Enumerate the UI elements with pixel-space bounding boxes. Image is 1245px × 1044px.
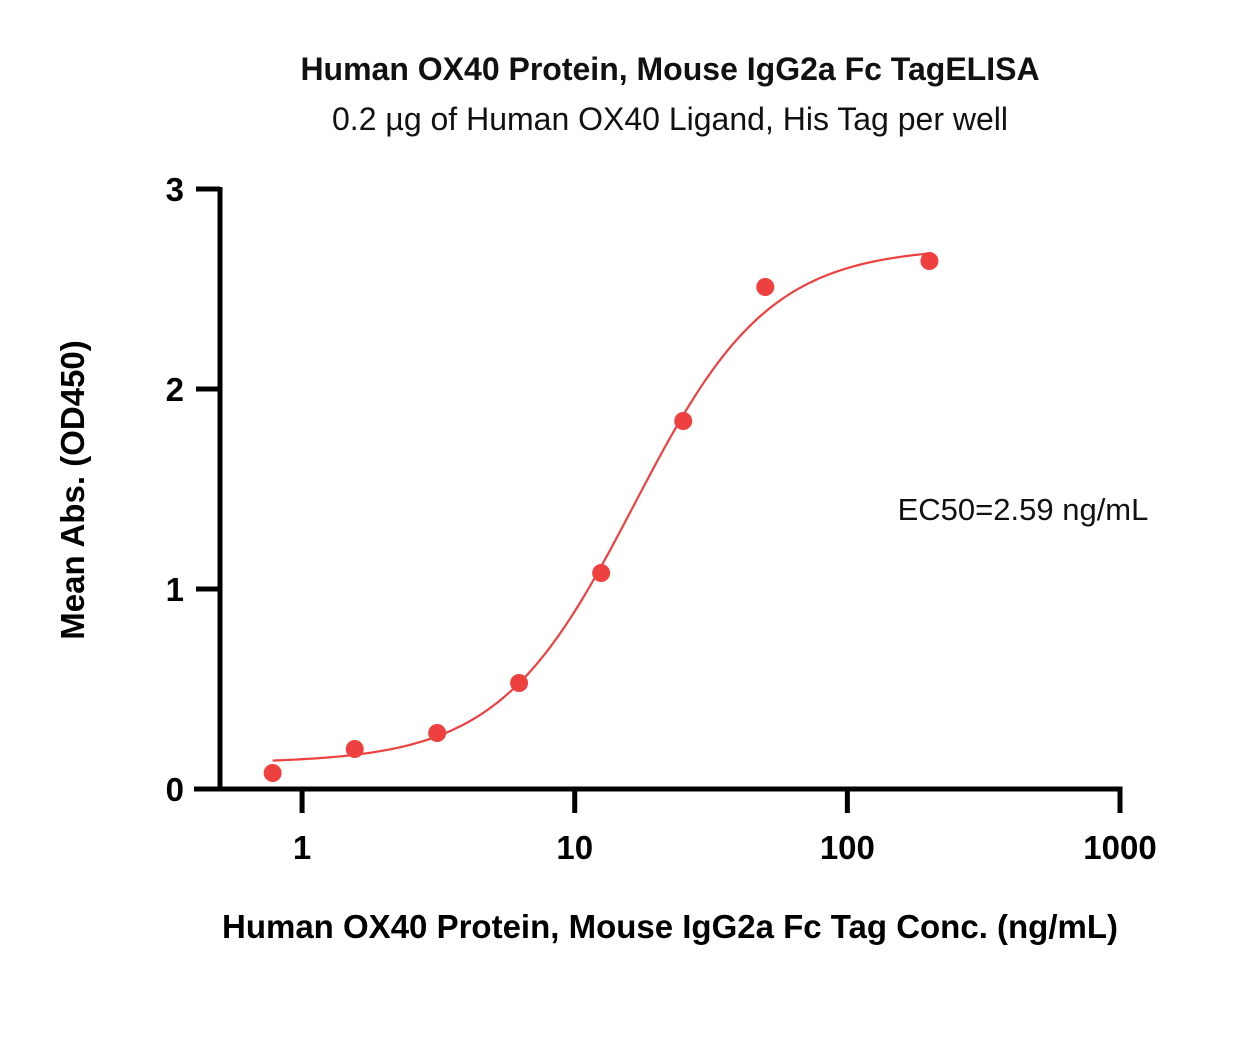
y-tick-label: 1	[166, 571, 184, 608]
fit-curve	[272, 252, 930, 762]
data-point	[920, 252, 939, 270]
x-tick-label: 100	[820, 829, 875, 866]
x-tick-label: 10	[556, 829, 593, 866]
x-axis-label: Human OX40 Protein, Mouse IgG2a Fc Tag C…	[222, 908, 1118, 945]
y-tick-label: 2	[166, 371, 184, 408]
y-tick-label: 3	[166, 171, 184, 208]
chart-title: Human OX40 Protein, Mouse IgG2a Fc TagEL…	[300, 51, 1039, 87]
data-point	[592, 564, 611, 582]
y-axis-label: Mean Abs. (OD450)	[54, 340, 91, 640]
data-point	[428, 724, 447, 742]
ec50-annotation: EC50=2.59 ng/mL	[898, 492, 1149, 527]
data-point	[756, 278, 775, 296]
data-point	[674, 412, 693, 430]
fit-curve-layer	[272, 252, 930, 762]
data-points-layer	[263, 252, 939, 782]
data-point	[263, 764, 282, 782]
x-tick-label: 1000	[1083, 829, 1156, 866]
x-tick-label: 1	[293, 829, 311, 866]
axes: 0 1 2 3 1 10 100 1000	[166, 171, 1157, 866]
data-point	[345, 740, 364, 758]
chart-subtitle: 0.2 µg of Human OX40 Ligand, His Tag per…	[332, 101, 1008, 137]
y-tick-label: 0	[166, 771, 184, 808]
data-point	[510, 674, 529, 692]
